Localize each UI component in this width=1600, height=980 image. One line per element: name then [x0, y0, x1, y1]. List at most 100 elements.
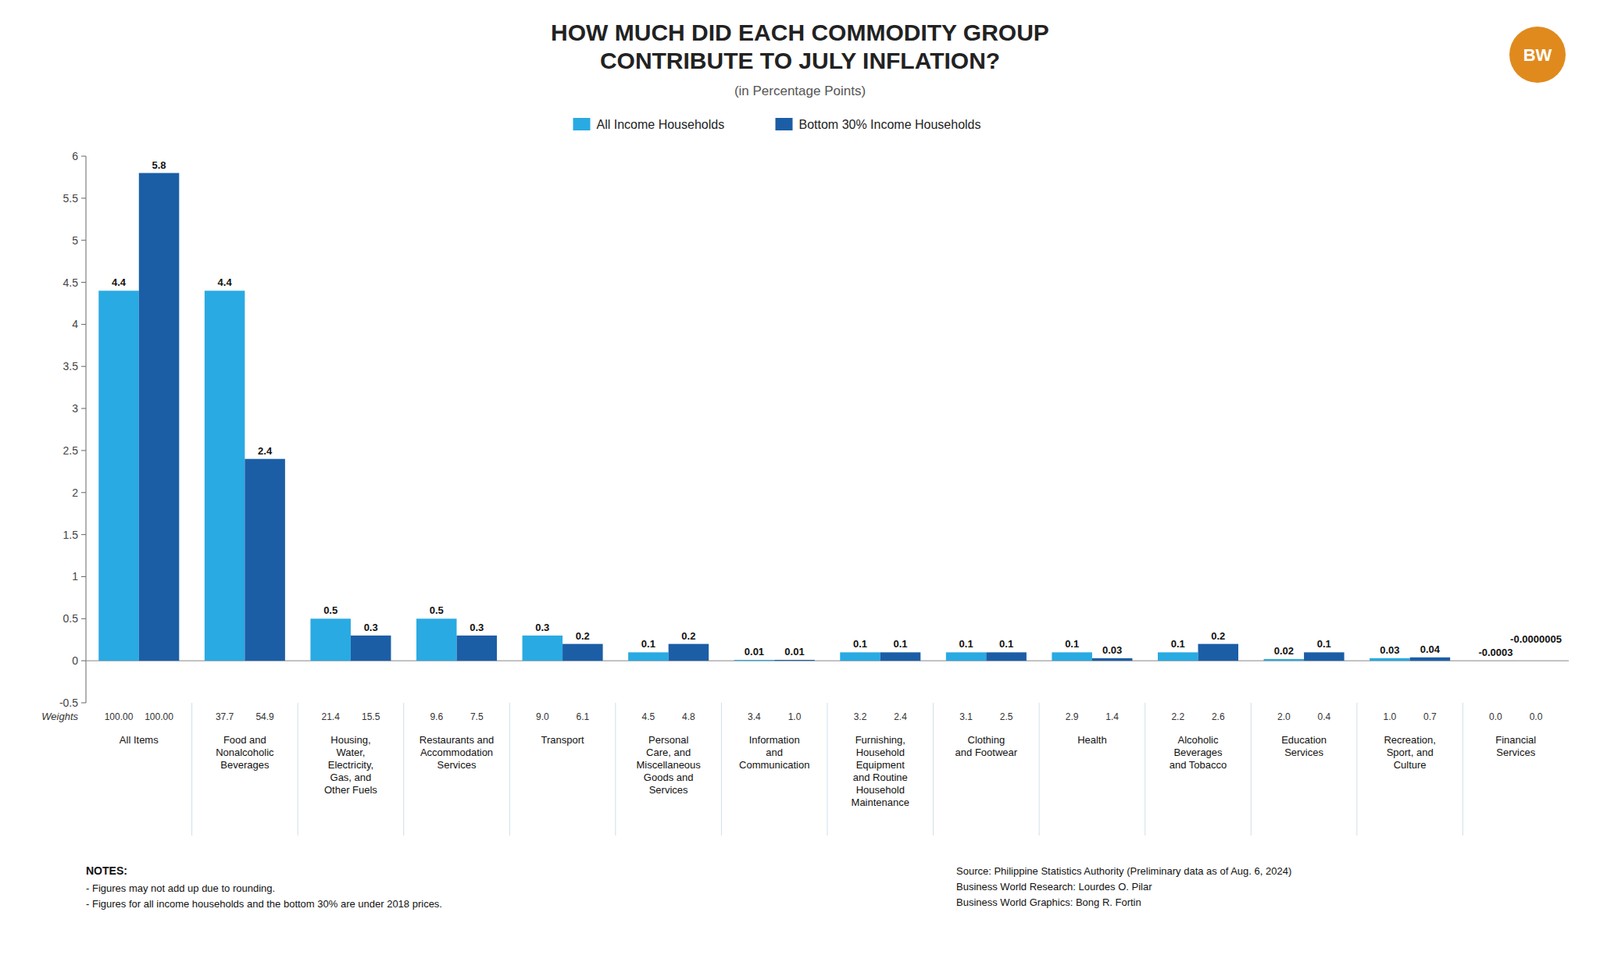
y-tick-label: 4 [71, 317, 79, 331]
weight: 37.7 [215, 711, 235, 723]
weight: 7.5 [470, 711, 484, 723]
category-label-line: and Routine [853, 771, 908, 784]
weight: 6.1 [575, 711, 590, 723]
data-label: 0.03 [1379, 644, 1400, 657]
data-label: 5.8 [152, 159, 167, 172]
legend-swatch [573, 117, 591, 131]
category-label-line: Accommodation [420, 746, 493, 759]
category-label-line: Culture [1393, 759, 1427, 772]
category-label: Clothingand Footwear [955, 734, 1018, 759]
group-divider [297, 703, 299, 836]
weight: 1.0 [788, 711, 802, 723]
bars [98, 173, 1556, 662]
category-label: Health [1077, 734, 1108, 747]
data-label: 4.4 [111, 276, 127, 289]
weight: 15.5 [361, 711, 381, 723]
y-tick [81, 324, 86, 325]
weight: 3.1 [959, 711, 973, 723]
y-tick [81, 282, 86, 283]
weight: 0.0 [1489, 711, 1503, 723]
weight: 1.0 [1383, 711, 1397, 723]
group-divider [403, 703, 404, 836]
category-label-line: Beverages [220, 759, 270, 772]
group-divider [1144, 703, 1146, 836]
category-label-line: Equipment [856, 759, 906, 772]
category-label-line: Services [649, 784, 689, 797]
category-label-line: Transport [540, 734, 585, 747]
y-tick-label: 2.5 [63, 444, 79, 458]
weight: 2.4 [893, 711, 908, 723]
category-label: AlcoholicBeveragesand Tobacco [1169, 734, 1228, 772]
data-label: 0.1 [641, 638, 656, 650]
category-label-line: Miscellaneous [635, 759, 701, 772]
y-tick [81, 576, 86, 578]
category-label: EducationServices [1281, 734, 1327, 759]
bar [1475, 660, 1517, 662]
group-divider [827, 703, 829, 836]
y-tick-label: 3 [71, 402, 79, 415]
category-label-line: Care, and [646, 746, 691, 759]
group-divider [1039, 703, 1040, 836]
data-label: 0.1 [1171, 638, 1186, 650]
bar [98, 290, 140, 661]
y-tick-label: 0 [71, 654, 79, 668]
data-label: 4.4 [217, 276, 233, 289]
category-label-line: All Items [119, 734, 159, 747]
category-label-line: Electricity, [328, 759, 374, 772]
group-divider [1356, 703, 1358, 836]
category-label-line: Goods and [643, 771, 694, 784]
category-label: All Items [119, 734, 159, 747]
data-label: 0.01 [744, 646, 765, 658]
baseline [85, 660, 1569, 662]
bar [774, 660, 815, 661]
weight: 2.5 [1000, 711, 1014, 723]
source: Source: Philippine Statistics Authority … [956, 865, 1292, 878]
bar [946, 652, 987, 661]
y-tick-label: 5 [71, 234, 79, 247]
title: HOW MUCH DID EACH COMMODITY GROUPCONTRIB… [550, 19, 1050, 74]
weight: 100.00 [104, 711, 134, 723]
category-label: Recreation,Sport, andCulture [1383, 734, 1436, 772]
bar [668, 644, 710, 662]
data-label: 0.02 [1274, 645, 1294, 658]
group-divider [1250, 703, 1252, 836]
category-label-line: and [765, 746, 783, 759]
weight: 0.7 [1423, 711, 1437, 723]
weight: 2.9 [1065, 711, 1079, 723]
category-label: Food andNonalcoholicBeverages [215, 734, 275, 772]
category-label-line: and Tobacco [1169, 759, 1228, 772]
category-label-line: Water, [335, 746, 365, 759]
weight: 2.6 [1211, 711, 1225, 723]
bar [628, 652, 669, 661]
weight: 2.2 [1171, 711, 1185, 723]
data-label: 2.4 [257, 445, 273, 458]
subtitle: (in Percentage Points) [734, 83, 866, 99]
category-label-line: Personal [648, 734, 689, 747]
category-label: Housing,Water,Electricity,Gas, andOther … [324, 734, 378, 797]
category-label-line: Beverages [1173, 746, 1223, 759]
group-divider [1462, 703, 1464, 836]
bar [310, 618, 351, 661]
bar [734, 660, 775, 661]
bar [350, 635, 392, 661]
category-label-line: Sport, and [1386, 746, 1434, 759]
category-label: Transport [540, 734, 585, 747]
y-tick [81, 703, 86, 704]
y-tick-label: 1.5 [63, 528, 79, 542]
data-label: 0.1 [959, 638, 974, 650]
logo-circle [1509, 26, 1566, 83]
weight: 3.4 [747, 711, 761, 723]
data-labels: 4.45.84.42.40.50.30.50.30.30.20.10.20.01… [111, 159, 1562, 660]
y-tick [81, 366, 86, 368]
bar [1369, 658, 1411, 661]
logo-text: BW [1523, 45, 1553, 65]
category-label-line: Furnishing, [855, 734, 906, 747]
y-tick [81, 197, 86, 199]
notes-title: NOTES: [85, 864, 128, 878]
legend: All Income HouseholdsBottom 30% Income H… [573, 117, 982, 132]
bar [985, 652, 1027, 661]
category-label-line: Household [856, 746, 905, 759]
y-tick [81, 492, 86, 493]
data-label: 0.5 [429, 604, 444, 617]
data-label: 0.03 [1102, 644, 1122, 657]
